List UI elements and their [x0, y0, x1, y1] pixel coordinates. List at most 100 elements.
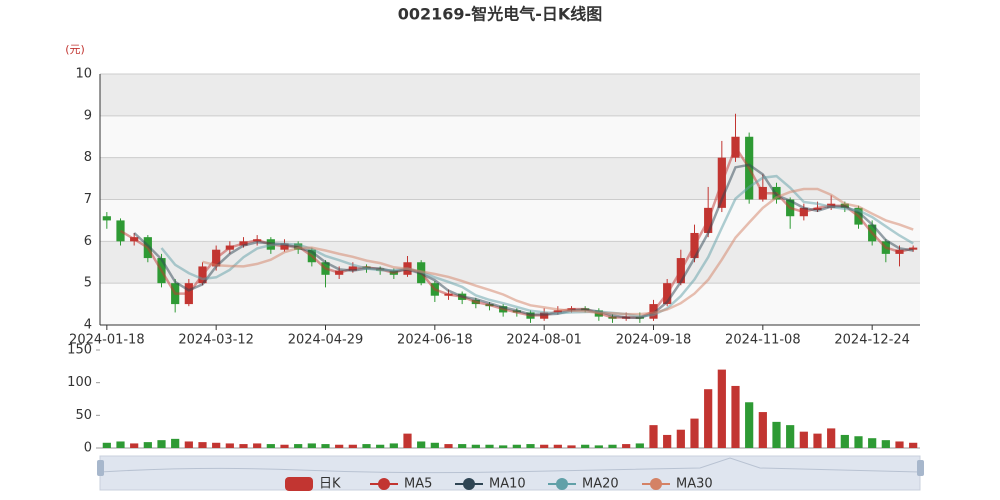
volume-bar [471, 444, 480, 448]
volume-bar [239, 444, 248, 448]
volume-bar [799, 431, 808, 448]
volume-bar [540, 444, 549, 448]
legend: 日K MA5 MA10 MA20 MA30 [285, 477, 713, 492]
volume-bar [635, 443, 644, 448]
legend-item[interactable]: MA30 [642, 477, 713, 492]
legend-label: MA30 [676, 477, 713, 492]
volume-bar [649, 425, 658, 448]
legend-label: MA5 [404, 477, 432, 492]
volume-bar [212, 442, 221, 448]
y-tick-label: 10 [75, 67, 92, 82]
volume-bar [704, 389, 713, 448]
volume-bar [458, 444, 467, 448]
legend-icon [285, 477, 313, 491]
volume-bar [130, 443, 139, 448]
volume-bar [294, 444, 303, 448]
volume-bar [909, 442, 918, 448]
legend-item[interactable]: MA5 [370, 477, 432, 492]
legend-icon [463, 478, 475, 490]
volume-tick-label: 0 [84, 441, 92, 456]
candle-body [116, 220, 125, 242]
legend-label: 日K [319, 477, 341, 492]
volume-bar [335, 444, 344, 448]
legend-icon [650, 478, 662, 490]
x-tick-label: 2024-04-29 [288, 333, 364, 348]
volume-bar [895, 441, 904, 448]
volume-bar [608, 444, 617, 448]
volume-bar [376, 444, 385, 448]
volume-bar [840, 434, 849, 448]
volume-bar [171, 438, 180, 448]
legend-icon [556, 478, 568, 490]
candle-body [102, 216, 111, 221]
volume-bar [745, 402, 754, 448]
volume-bar [157, 440, 166, 448]
grid-band [100, 115, 920, 158]
volume-bar [389, 443, 398, 448]
x-tick-label: 2024-11-08 [725, 333, 801, 348]
volume-bar [594, 445, 603, 448]
volume-bar [266, 444, 275, 448]
legend-icon [378, 478, 390, 490]
volume-bar [827, 428, 836, 448]
volume-bar [758, 412, 767, 448]
x-tick-label: 2024-03-12 [178, 333, 254, 348]
volume-bar [348, 444, 357, 448]
volume-bar [663, 434, 672, 448]
volume-bar [280, 444, 289, 448]
volume-bar [881, 440, 890, 448]
volume-bar [512, 444, 521, 448]
zoom-preview [99, 457, 921, 474]
x-tick-label: 2024-08-01 [506, 333, 582, 348]
zoom-handle[interactable] [917, 460, 924, 476]
legend-label: MA10 [489, 477, 526, 492]
ma-line [133, 163, 914, 320]
volume-bar [622, 444, 631, 448]
volume-bar [102, 442, 111, 448]
legend-label: MA20 [582, 477, 619, 492]
grid-band [100, 157, 920, 200]
zoom-track [99, 455, 921, 491]
volume-bar [417, 441, 426, 448]
volume-bar [184, 441, 193, 448]
y-tick-label: 4 [84, 318, 92, 333]
volume-bar [731, 385, 740, 448]
x-tick-label: 2024-12-24 [834, 333, 910, 348]
legend-item[interactable]: MA10 [455, 477, 526, 492]
volume-bar [553, 444, 562, 448]
ma-line [202, 187, 914, 316]
volume-bar [116, 441, 125, 448]
ma-line [160, 174, 914, 318]
volume-tick-label: 50 [75, 408, 92, 423]
volume-bar [813, 433, 822, 448]
volume-tick-label: 100 [67, 375, 92, 390]
volume-bar [567, 445, 576, 448]
grid-band [100, 241, 920, 284]
y-tick-label: 7 [84, 192, 92, 207]
volume-bar [854, 436, 863, 448]
volume-bar [198, 442, 207, 448]
grid-band [100, 199, 920, 242]
chart-title: 002169-智光电气-日K线图 [398, 5, 602, 24]
volume-bar [786, 425, 795, 448]
volume-bar [526, 444, 535, 448]
legend-item[interactable]: MA20 [548, 477, 619, 492]
volume-bar [581, 444, 590, 448]
volume-bar [690, 418, 699, 448]
legend-item[interactable]: 日K [285, 477, 341, 492]
volume-bar [430, 442, 439, 448]
volume-bar [403, 433, 412, 448]
y-tick-label: 5 [84, 276, 92, 291]
volume-bar [717, 369, 726, 448]
volume-bar [143, 442, 152, 448]
volume-bar [362, 444, 371, 448]
y-tick-label: 6 [84, 234, 92, 249]
volume-bar [676, 429, 685, 448]
zoom-handle[interactable] [97, 460, 104, 476]
grid-band [100, 74, 920, 116]
y-tick-label: 8 [84, 150, 92, 165]
data-zoom[interactable] [97, 455, 924, 491]
volume-bar [485, 444, 494, 448]
volume-bar [499, 445, 508, 448]
